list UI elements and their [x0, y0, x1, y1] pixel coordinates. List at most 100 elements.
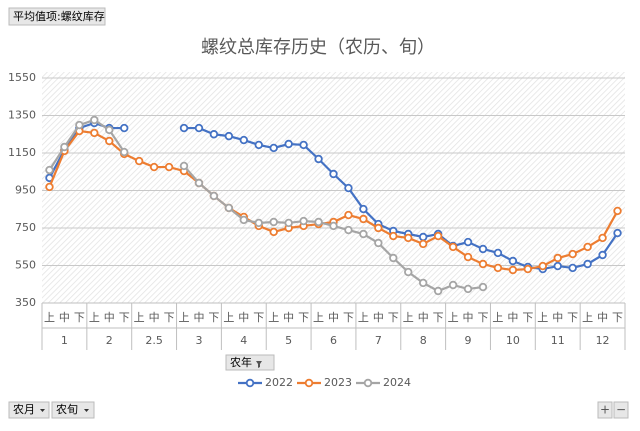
point [60, 142, 69, 152]
x-tick-label: 中 [552, 311, 563, 324]
series-line [48, 118, 126, 171]
point [254, 218, 263, 228]
point [553, 261, 562, 271]
point [164, 162, 174, 172]
x-tick-label: 上 [134, 311, 145, 324]
x-tick-label: 下 [612, 311, 623, 324]
legend-field-button[interactable] [225, 354, 275, 371]
point [90, 115, 99, 125]
point [359, 229, 368, 239]
x-tick-label: 下 [567, 311, 578, 324]
point [75, 120, 84, 130]
point [598, 233, 607, 243]
point [269, 217, 278, 227]
point [120, 123, 129, 133]
x-tick-label: 下 [298, 311, 309, 324]
x-tick-label: 下 [253, 311, 264, 324]
point [568, 263, 577, 273]
point [209, 130, 219, 139]
point [568, 249, 577, 259]
point [418, 239, 428, 249]
y-tick-label: 350 [15, 296, 36, 309]
x-tick-label: 上 [268, 311, 279, 324]
x-tick-label: 下 [208, 311, 219, 324]
point [269, 227, 278, 237]
field-label: 农月 [13, 402, 35, 416]
field-button[interactable] [8, 401, 50, 419]
point [404, 267, 413, 277]
y-tick-label: 750 [15, 221, 36, 234]
x-tick-label: 下 [477, 311, 488, 324]
point [463, 284, 473, 294]
point [269, 143, 278, 153]
point [284, 218, 293, 228]
x-tick-label: 上 [223, 311, 234, 324]
legend-marker [304, 378, 314, 388]
point [538, 261, 547, 271]
x-tick-label: 中 [507, 311, 518, 324]
point [45, 182, 54, 192]
point [344, 183, 353, 193]
x-tick-label: 中 [238, 311, 249, 324]
x-group-label: 12 [596, 334, 610, 347]
x-tick-label: 上 [89, 311, 100, 324]
point [523, 264, 533, 274]
point [478, 282, 488, 292]
x-tick-label: 下 [164, 311, 175, 324]
x-group-label: 11 [551, 334, 565, 347]
zoom-label: − [616, 403, 626, 417]
point [418, 232, 428, 242]
point [478, 259, 488, 269]
dropdown-icon [84, 409, 89, 412]
legend-field-label: 农年 [230, 355, 252, 369]
x-tick-label: 下 [522, 311, 533, 324]
legend-label: 2022 [265, 376, 293, 389]
point [224, 203, 234, 213]
x-group-label: 2.5 [145, 334, 163, 347]
legend-label: 2024 [383, 376, 411, 389]
x-tick-label: 中 [59, 311, 70, 324]
x-tick-label: 上 [492, 311, 503, 324]
point [299, 216, 308, 226]
point [194, 123, 204, 133]
value-field-button[interactable] [8, 7, 106, 26]
zoom-button[interactable] [597, 401, 613, 419]
point [389, 253, 398, 263]
point [299, 140, 308, 150]
point [553, 253, 562, 263]
point [493, 248, 503, 258]
x-tick-label: 中 [597, 311, 608, 324]
point [583, 242, 592, 252]
y-tick-label: 1350 [8, 109, 36, 122]
point [179, 123, 189, 133]
point [613, 228, 622, 238]
point [344, 210, 353, 220]
point [448, 280, 458, 290]
point [329, 169, 338, 179]
legend-marker [363, 378, 373, 388]
point [254, 140, 263, 150]
point [179, 161, 189, 171]
x-tick-label: 中 [418, 311, 429, 324]
field-button[interactable] [51, 401, 95, 419]
point [209, 191, 219, 201]
dropdown-icon [40, 409, 45, 412]
point [134, 156, 144, 166]
point [404, 233, 413, 243]
point [448, 242, 458, 252]
point [105, 136, 114, 146]
x-group-label: 3 [195, 334, 202, 347]
x-tick-label: 上 [44, 311, 55, 324]
x-tick-label: 中 [328, 311, 339, 324]
x-tick-label: 下 [388, 311, 399, 324]
legend-marker [245, 378, 255, 388]
legend-label: 2023 [324, 376, 352, 389]
point [478, 244, 488, 254]
x-tick-label: 上 [179, 311, 190, 324]
point [314, 217, 323, 227]
x-tick-label: 中 [149, 311, 160, 324]
x-tick-label: 上 [582, 311, 593, 324]
x-tick-label: 上 [448, 311, 459, 324]
zoom-button[interactable] [613, 401, 629, 419]
